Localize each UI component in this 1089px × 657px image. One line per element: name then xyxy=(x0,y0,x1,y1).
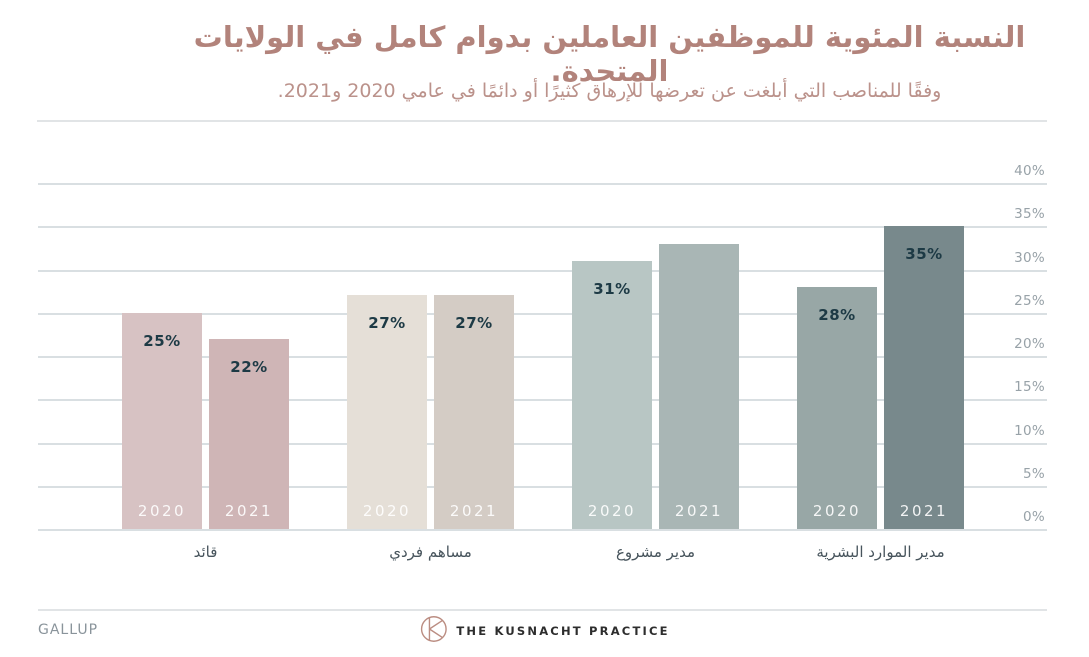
y-axis-tick-label-35: 35% xyxy=(1014,206,1045,223)
y-axis-tick-label-5: 5% xyxy=(1022,465,1045,482)
y-axis-tick-label-30: 30% xyxy=(1014,249,1045,266)
header-separator-line xyxy=(37,120,1047,122)
y-axis-tick-label-40: 40% xyxy=(1014,163,1045,179)
kusnacht-brand-block: THE KUSNACHT PRACTICE xyxy=(419,615,669,647)
kusnacht-circle-k-icon xyxy=(419,615,447,647)
y-axis-tick-label-0: 0% xyxy=(1022,509,1045,525)
gridline-25 xyxy=(38,312,1047,315)
bar-2020-category-1: 27% 2020 xyxy=(347,295,427,529)
bar-year-label: 2021 xyxy=(899,502,949,520)
gridline-0 xyxy=(38,529,1047,531)
gridline-10 xyxy=(38,442,1047,445)
bar-year-label: 2020 xyxy=(362,502,412,520)
bar-2020-category-2: 31% 2020 xyxy=(572,260,652,529)
bar-value-label: 25% xyxy=(143,331,181,350)
gridline-15 xyxy=(38,399,1047,402)
gallup-source-label: GALLUP xyxy=(38,622,99,638)
bar-value-label: 31% xyxy=(593,279,631,298)
y-axis-tick-label-10: 10% xyxy=(1014,422,1045,439)
y-axis-tick-label-15: 15% xyxy=(1014,379,1045,396)
bar-year-label: 2021 xyxy=(449,502,499,520)
bar-2021-category-2: 2021 xyxy=(659,243,739,529)
bar-year-label: 2020 xyxy=(137,502,187,520)
y-axis-tick-label-25: 25% xyxy=(1014,292,1045,309)
bar-value-label: 28% xyxy=(818,305,856,324)
gridline-5 xyxy=(38,485,1047,488)
bar-value-label: 27% xyxy=(368,314,406,333)
bar-2021-category-3: 35% 2021 xyxy=(884,226,964,529)
bar-year-label: 2021 xyxy=(674,502,724,520)
kusnacht-brand-label: THE KUSNACHT PRACTICE xyxy=(456,624,670,638)
bar-year-label: 2021 xyxy=(224,502,274,520)
gridline-20 xyxy=(38,356,1047,358)
x-axis-category-label-2: مدير مشروع xyxy=(615,543,695,561)
x-axis-category-label-3: مدير الموارد البشرية xyxy=(816,543,945,561)
bar-2021-category-0: 22% 2021 xyxy=(209,338,289,529)
bar-2020-category-0: 25% 2020 xyxy=(122,312,202,529)
y-axis-tick-label-20: 20% xyxy=(1014,336,1045,352)
gridline-35 xyxy=(38,226,1047,229)
gridline-30 xyxy=(38,269,1047,272)
bar-value-label: 35% xyxy=(905,245,943,264)
bar-2021-category-1: 27% 2021 xyxy=(434,295,514,529)
chart-subtitle: وفقًا للمناصب التي أبلغت عن تعرضها للإره… xyxy=(277,80,942,102)
footer-separator-line xyxy=(38,609,1047,611)
x-axis-category-label-1: مساهم فردي xyxy=(389,543,472,561)
bar-year-label: 2020 xyxy=(587,502,637,520)
bar-year-label: 2020 xyxy=(812,502,862,520)
gridline-40 xyxy=(38,183,1047,185)
bar-value-label: 22% xyxy=(230,357,268,376)
bar-value-label: 27% xyxy=(455,314,493,333)
chart-title: النسبة المئوية للموظفين العاملين بدوام ك… xyxy=(193,20,1026,88)
bar-2020-category-3: 28% 2020 xyxy=(797,286,877,529)
x-axis-category-label-0: قائد xyxy=(193,543,218,561)
